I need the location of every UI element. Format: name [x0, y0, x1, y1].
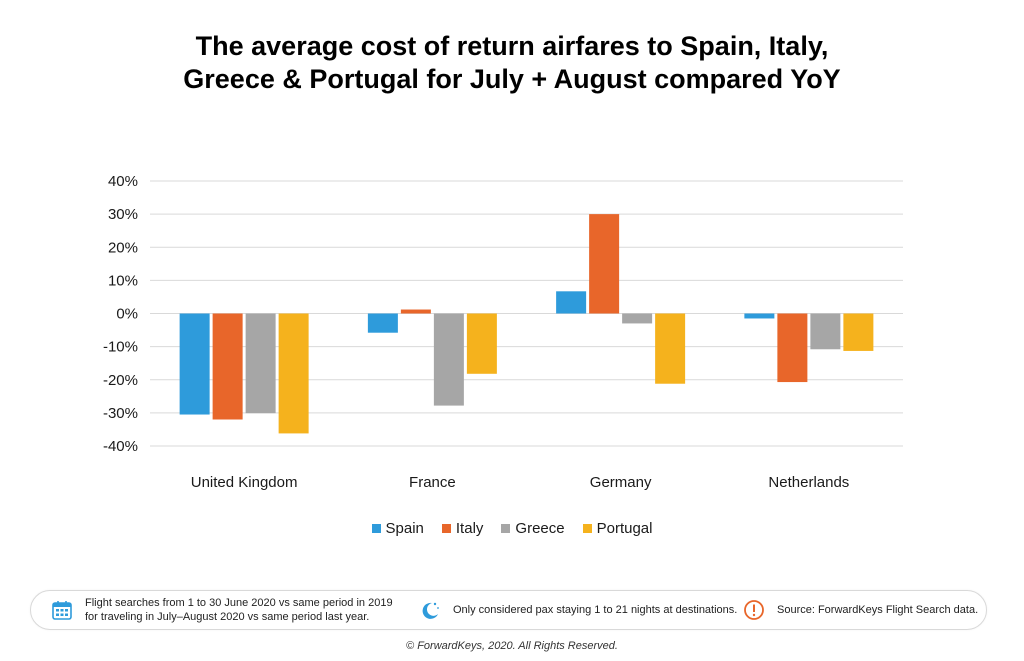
y-tick-label: 20%: [108, 239, 138, 256]
bar-portugal-netherlands: [843, 313, 874, 351]
bar-spain-united-kingdom: [179, 313, 210, 415]
info-item-nights: Only considered pax staying 1 to 21 nigh…: [419, 591, 737, 629]
legend-label: Italy: [455, 520, 484, 537]
title-line-2: Greece & Portugal for July + August comp…: [183, 64, 841, 94]
legend-item-greece: Greece: [501, 520, 565, 537]
bar-portugal-france: [466, 313, 497, 374]
legend-swatch: [441, 524, 451, 533]
legend-label: Spain: [385, 520, 424, 537]
info-item-source: Source: ForwardKeys Flight Search data.: [743, 591, 978, 629]
info-dates-text: Flight searches from 1 to 30 June 2020 v…: [85, 596, 393, 624]
bar-greece-united-kingdom: [245, 313, 276, 414]
bar-portugal-united-kingdom: [278, 313, 309, 434]
bar-greece-france: [433, 313, 464, 406]
x-category-label: Germany: [590, 474, 652, 491]
info-dates-line-1: Flight searches from 1 to 30 June 2020 v…: [85, 597, 393, 609]
bar-chart: -40% -30% -20% -10% 0% 10% 20% 30% 40% United Kin…: [103, 173, 903, 491]
chart-title: The average cost of return airfares to S…: [0, 30, 1024, 96]
bar-portugal-germany: [655, 313, 686, 384]
bars: [179, 214, 874, 434]
legend-item-portugal: Portugal: [582, 520, 653, 537]
exclamation-icon: [744, 600, 764, 620]
calendar-icon: [52, 601, 72, 620]
bar-greece-netherlands: [810, 313, 841, 350]
legend-item-spain: Spain: [371, 520, 424, 537]
bar-spain-germany: [556, 291, 587, 314]
legend-swatch: [582, 524, 592, 533]
y-tick-label: -40%: [103, 438, 138, 455]
bar-greece-germany: [622, 313, 653, 324]
x-category-label: United Kingdom: [191, 474, 298, 491]
moon-stars-icon: [422, 602, 439, 619]
y-tick-label: 10%: [108, 272, 138, 289]
legend-label: Portugal: [596, 520, 653, 537]
y-tick-label: -30%: [103, 405, 138, 422]
y-tick-label: 0%: [116, 306, 138, 323]
y-tick-label: -10%: [103, 339, 138, 356]
title-line-1: The average cost of return airfares to S…: [195, 31, 829, 61]
legend-swatch: [371, 524, 381, 533]
legend-swatch: [501, 524, 511, 533]
x-category-label: Netherlands: [768, 474, 849, 491]
info-source-text: Source: ForwardKeys Flight Search data.: [777, 604, 979, 616]
x-category-label: France: [409, 474, 456, 491]
bar-italy-germany: [589, 214, 620, 314]
bar-spain-france: [367, 313, 398, 333]
copyright-footer: © ForwardKeys, 2020. All Rights Reserved…: [406, 640, 618, 652]
bar-italy-france: [400, 309, 431, 314]
axis-labels: -40% -30% -20% -10% 0% 10% 20% 30% 40% United Kin…: [103, 173, 849, 491]
bar-italy-netherlands: [777, 313, 808, 383]
info-dates-line-2: for traveling in July–August 2020 vs sam…: [85, 611, 370, 623]
chart-legend: Spain Italy Greece Portugal: [0, 520, 1024, 537]
info-box: Flight searches from 1 to 30 June 2020 v…: [30, 590, 987, 630]
y-tick-label: 40%: [108, 173, 138, 190]
info-item-dates: Flight searches from 1 to 30 June 2020 v…: [51, 591, 393, 629]
legend-item-italy: Italy: [441, 520, 484, 537]
y-tick-label: 30%: [108, 206, 138, 223]
bar-spain-netherlands: [744, 313, 775, 319]
info-nights-text: Only considered pax staying 1 to 21 nigh…: [453, 604, 738, 616]
legend-label: Greece: [515, 520, 565, 537]
y-tick-label: -20%: [103, 372, 138, 389]
bar-italy-united-kingdom: [212, 313, 243, 420]
